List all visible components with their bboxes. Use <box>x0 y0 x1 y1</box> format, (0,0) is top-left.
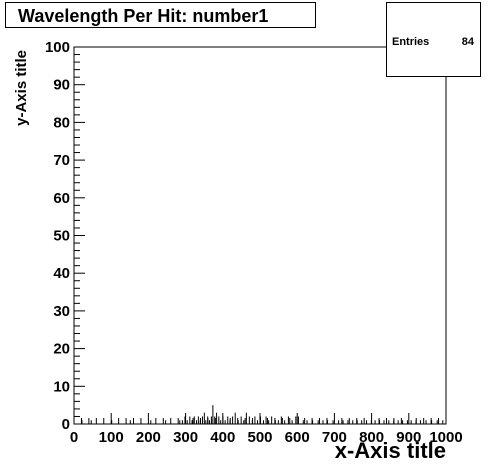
histogram-bars <box>81 405 444 424</box>
histogram-bar-64 <box>352 420 354 424</box>
histogram-bar-28 <box>224 420 226 424</box>
histogram-bar-5 <box>165 420 167 424</box>
histogram-bar-26 <box>220 420 222 424</box>
histogram-bar-13 <box>196 420 198 424</box>
histogram-bar-63 <box>347 420 349 424</box>
x-tick-label: 1000 <box>429 429 462 446</box>
histogram-bar-53 <box>297 416 299 424</box>
histogram-bar-35 <box>243 420 245 424</box>
histogram-bar-14 <box>197 416 199 424</box>
histogram-bar-16 <box>201 416 203 424</box>
histogram-bar-6 <box>179 420 181 424</box>
histogram-bar-11 <box>191 420 193 424</box>
histogram-bar-60 <box>332 420 334 424</box>
histogram-bar-75 <box>402 420 404 424</box>
histogram-bar-10 <box>189 416 191 424</box>
histogram-bar-37 <box>248 416 250 424</box>
histogram-bar-32 <box>234 412 236 424</box>
histogram-bar-66 <box>361 420 363 424</box>
y-tick-label: 70 <box>53 152 70 169</box>
y-axis-title: y-Axis title <box>13 50 30 126</box>
y-tick-label: 40 <box>53 265 70 282</box>
histogram-bar-4 <box>150 420 152 424</box>
stats-box: Entries 84 <box>386 2 481 77</box>
x-tick-label: 0 <box>70 429 78 446</box>
y-tick-label: 0 <box>62 416 70 433</box>
histogram-bar-34 <box>240 416 242 424</box>
histogram-bar-52 <box>295 416 297 424</box>
histogram-bar-21 <box>210 416 212 424</box>
x-tick-label: 600 <box>285 429 310 446</box>
histogram-bar-61 <box>338 420 340 424</box>
histogram-bar-67 <box>366 420 368 424</box>
histogram-bar-48 <box>280 416 282 424</box>
histogram-bar-24 <box>216 412 218 424</box>
histogram-bar-72 <box>388 420 390 424</box>
histogram-bar-80 <box>425 420 427 424</box>
histogram-bar-83 <box>442 420 444 424</box>
histogram-bar-8 <box>184 416 186 424</box>
histogram-bar-69 <box>374 420 376 424</box>
y-tick-label: 80 <box>53 114 70 131</box>
histogram-bar-44 <box>268 420 270 424</box>
histogram-bar-18 <box>205 420 207 424</box>
histogram-bar-82 <box>436 420 438 424</box>
histogram-bar-47 <box>277 420 279 424</box>
histogram-bar-58 <box>322 420 324 424</box>
x-axis-title: x-Axis title <box>335 438 446 463</box>
histogram-bar-1 <box>90 420 92 424</box>
y-tick-label: 30 <box>53 303 70 320</box>
histogram-bar-54 <box>302 420 304 424</box>
histogram-bar-25 <box>218 416 220 424</box>
histogram-bar-31 <box>232 416 234 424</box>
entries-value: 84 <box>461 36 474 48</box>
histogram-bar-77 <box>410 420 412 424</box>
y-tick-label: 20 <box>53 341 70 358</box>
histogram-bar-12 <box>193 416 195 424</box>
chart-title: Wavelength Per Hit: number1 <box>18 6 269 26</box>
histogram-bar-39 <box>254 416 256 424</box>
histogram-bar-51 <box>291 420 293 424</box>
entries-label: Entries <box>392 36 430 48</box>
x-tick-label: 900 <box>396 429 421 446</box>
histogram-bar-7 <box>181 420 183 424</box>
x-tick-label: 100 <box>99 429 124 446</box>
histogram-bar-45 <box>271 416 273 424</box>
histogram-bar-40 <box>257 420 259 424</box>
histogram-bar-49 <box>284 420 286 424</box>
histogram-bar-9 <box>186 420 188 424</box>
y-tick-label: 60 <box>53 190 70 207</box>
histogram-bar-3 <box>129 420 131 424</box>
histogram-bar-74 <box>397 420 399 424</box>
y-tick-label: 10 <box>53 378 70 395</box>
y-tick-label: 90 <box>53 77 70 94</box>
x-tick-label: 500 <box>247 429 272 446</box>
histogram-bar-17 <box>203 412 205 424</box>
histogram-bar-29 <box>227 416 229 424</box>
histogram-bar-36 <box>245 412 247 424</box>
histogram-bar-57 <box>317 420 319 424</box>
x-tick-label: 800 <box>359 429 384 446</box>
histogram-bar-43 <box>265 416 267 424</box>
x-tick-label: 300 <box>173 429 198 446</box>
histogram-bar-22 <box>212 405 214 424</box>
y-tick-label: 100 <box>45 39 70 56</box>
histogram-bar-76 <box>406 420 408 424</box>
title-box: Wavelength Per Hit: number1 <box>5 2 316 28</box>
y-tick-label: 50 <box>53 228 70 245</box>
x-tick-label: 400 <box>210 429 235 446</box>
histogram-bar-23 <box>214 416 216 424</box>
histogram-bar-71 <box>383 420 385 424</box>
plot-frame <box>73 46 447 425</box>
histogram-bar-20 <box>209 420 211 424</box>
histogram-bar-50 <box>287 416 289 424</box>
x-tick-label: 700 <box>322 429 347 446</box>
histogram-bar-62 <box>342 420 344 424</box>
histogram-bar-79 <box>419 420 421 424</box>
histogram-bar-55 <box>306 420 308 424</box>
x-tick-label: 200 <box>136 429 161 446</box>
histogram-bar-42 <box>262 420 264 424</box>
